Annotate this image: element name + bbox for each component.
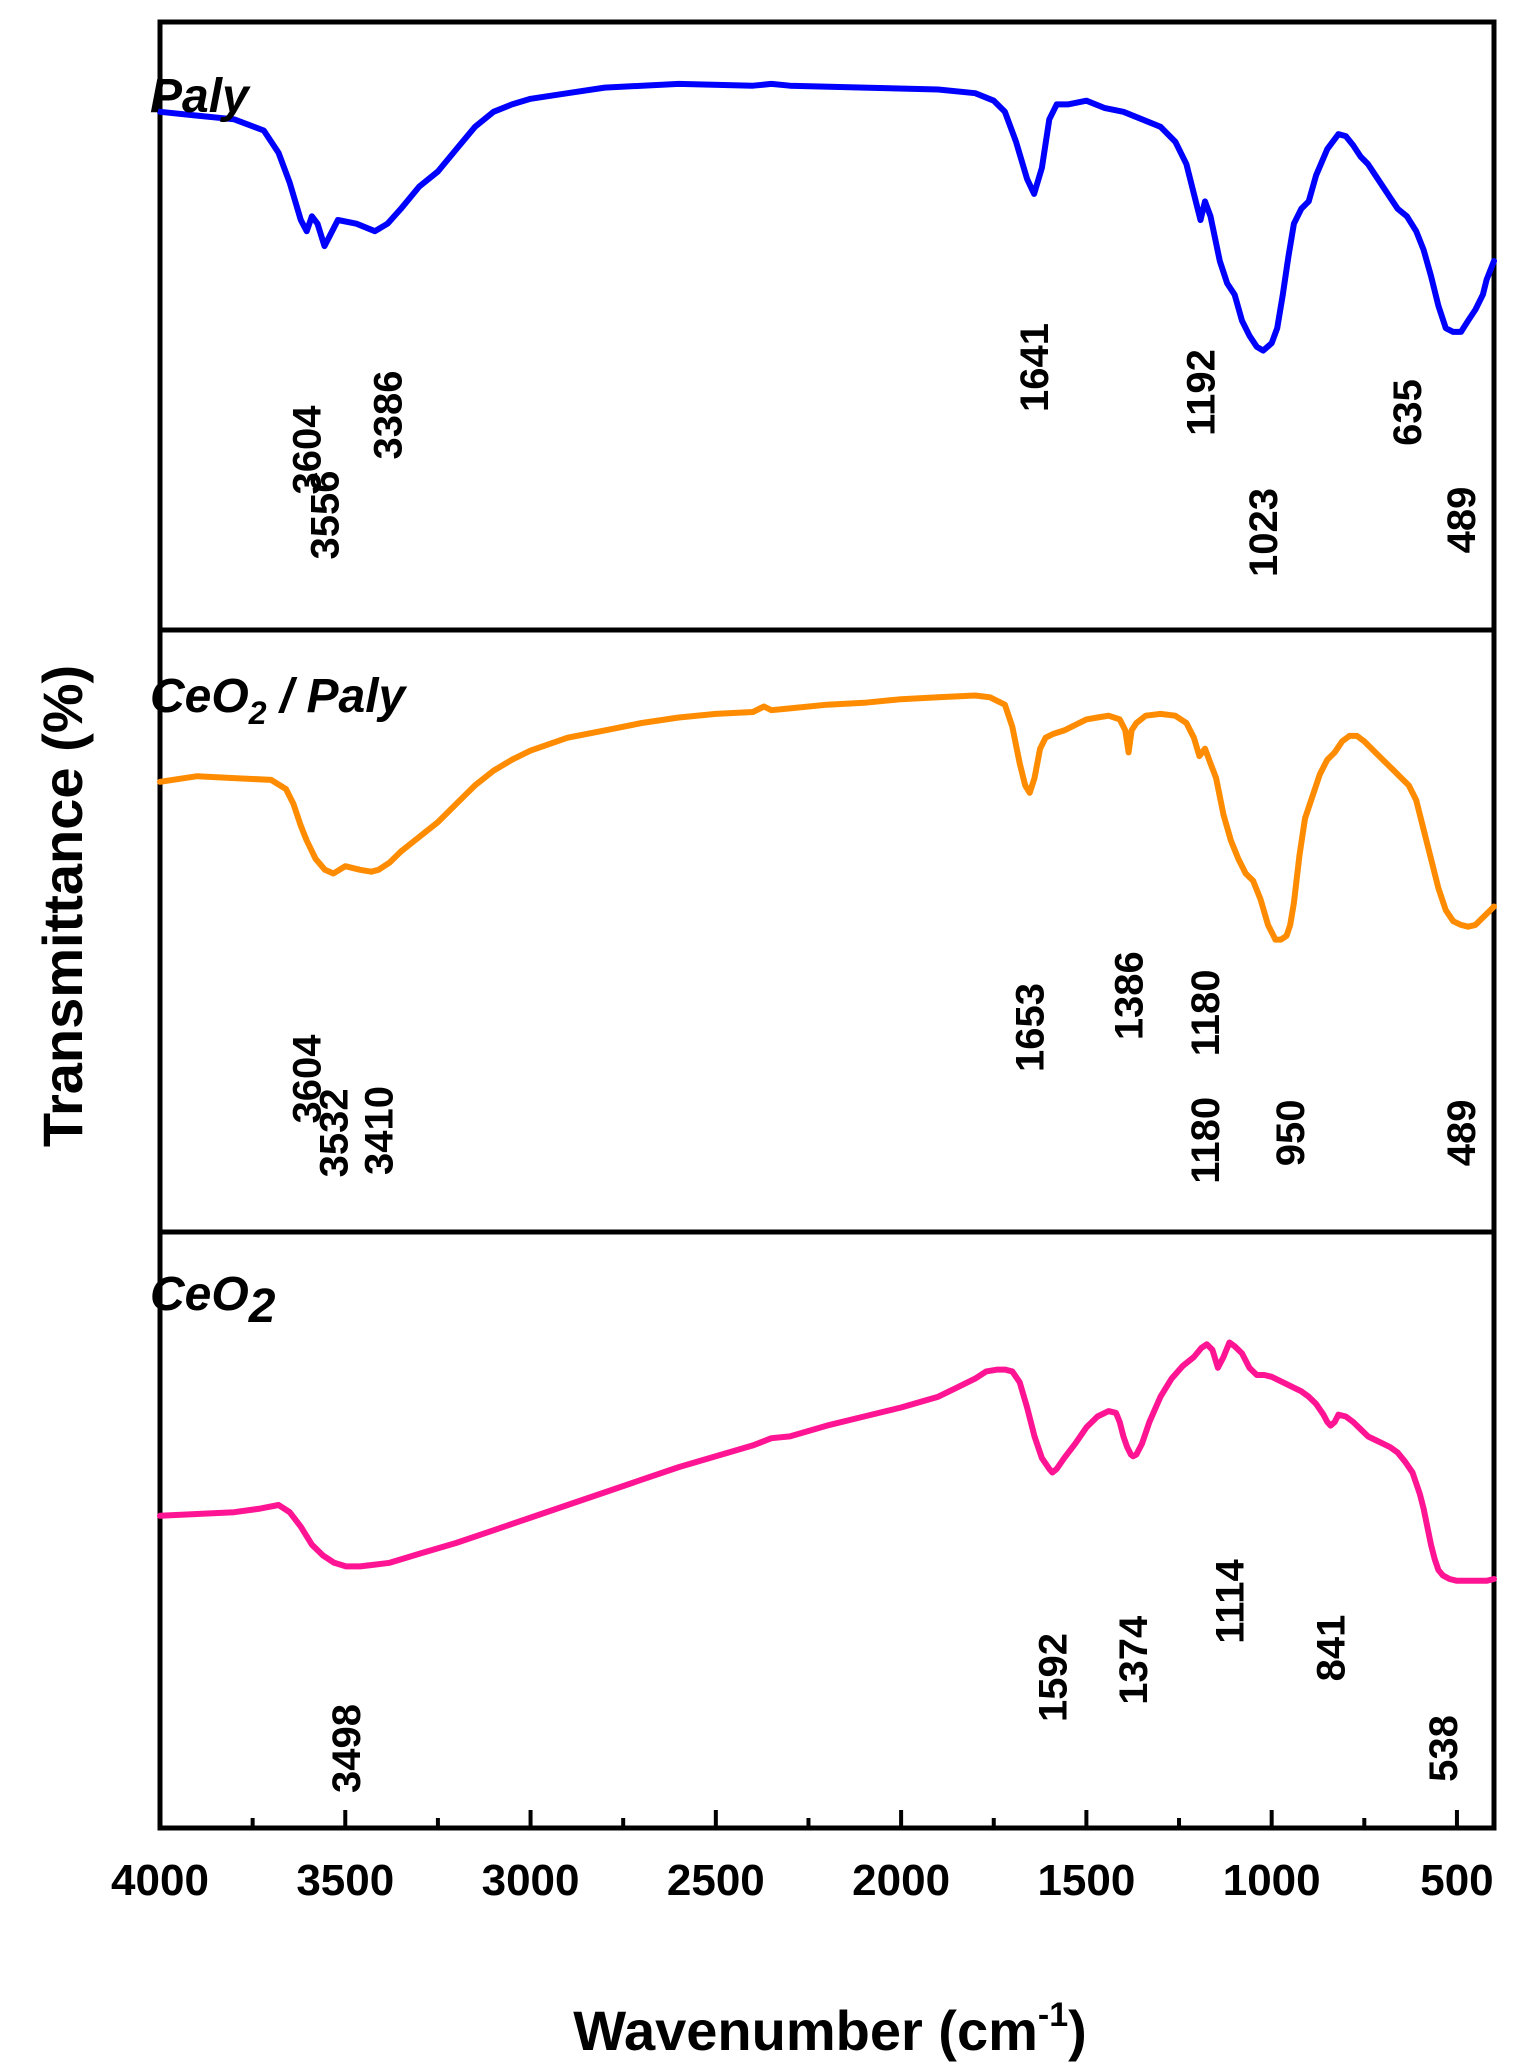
label-text: CeO <box>150 670 249 723</box>
panel-label-paly: Paly <box>150 70 251 123</box>
label-subscript: 2 <box>248 1280 276 1333</box>
spectrum-line-ceo2 <box>157 1339 1497 1584</box>
spectra <box>157 80 1497 1584</box>
x-axis-title-superscript: -1 <box>1038 1996 1068 2034</box>
x-tick-label: 2000 <box>852 1856 950 1905</box>
label-subscript: 2 <box>248 695 267 731</box>
x-tick-label: 1000 <box>1223 1856 1321 1905</box>
plot-frame <box>157 19 1497 1831</box>
peak-label: 950 <box>1269 1100 1313 1167</box>
label-text: Paly <box>150 70 251 123</box>
x-tick-label: 4000 <box>111 1856 209 1905</box>
panel-label-ceo2-paly: CeO2 / Paly <box>150 670 408 731</box>
peak-label: 1653 <box>1009 983 1053 1072</box>
peak-label: 3604 <box>286 405 330 495</box>
x-tick-label: 3500 <box>296 1856 394 1905</box>
peak-label: 3532 <box>312 1088 356 1177</box>
peak-label: 538 <box>1422 1715 1466 1782</box>
peak-label: 3604 <box>286 1034 330 1124</box>
x-axis-title-main: Wavenumber (cm <box>573 1999 1038 2062</box>
peak-label: 3410 <box>358 1086 402 1175</box>
peak-label: 1180 <box>1184 1097 1228 1184</box>
peak-label: 1180 <box>1184 970 1228 1057</box>
spectrum-line-ceo2-paly <box>157 692 1497 943</box>
y-axis-title: Transmittance (%) <box>31 665 94 1147</box>
x-tick-label: 2500 <box>667 1856 765 1905</box>
label-text: CeO <box>150 1268 249 1321</box>
panel-label-ceo2: CeO2 <box>150 1268 276 1333</box>
spectrum-line-paly <box>157 80 1497 354</box>
peak-label: 1114 <box>1208 1558 1252 1643</box>
peak-label: 841 <box>1310 1615 1354 1682</box>
x-axis-title: Wavenumber (cm-1) <box>573 1996 1087 2062</box>
peak-label: 1023 <box>1242 488 1286 577</box>
peak-label: 1386 <box>1108 951 1152 1040</box>
x-axis-title-close: ) <box>1068 1999 1087 2062</box>
peak-label: 489 <box>1440 487 1484 554</box>
peak-label: 1374 <box>1112 1615 1156 1705</box>
peak-label: 1592 <box>1031 1633 1075 1722</box>
x-axis-ticks: 4000 3500 3000 2500 2000 1500 1000 500 <box>111 1810 1494 1905</box>
plot-border <box>157 19 1497 1831</box>
x-tick-label: 3000 <box>482 1856 580 1905</box>
peak-label: 3386 <box>367 371 411 460</box>
peak-label: 489 <box>1440 1100 1484 1167</box>
peak-label: 3556 <box>304 471 348 560</box>
peak-label: 635 <box>1386 379 1430 446</box>
label-text: / Paly <box>267 670 408 723</box>
peak-label: 3498 <box>325 1704 369 1793</box>
peak-label: 1641 <box>1013 323 1057 412</box>
x-tick-label: 1500 <box>1037 1856 1135 1905</box>
x-tick-label: 500 <box>1420 1856 1493 1905</box>
peak-label: 1192 <box>1180 349 1224 436</box>
